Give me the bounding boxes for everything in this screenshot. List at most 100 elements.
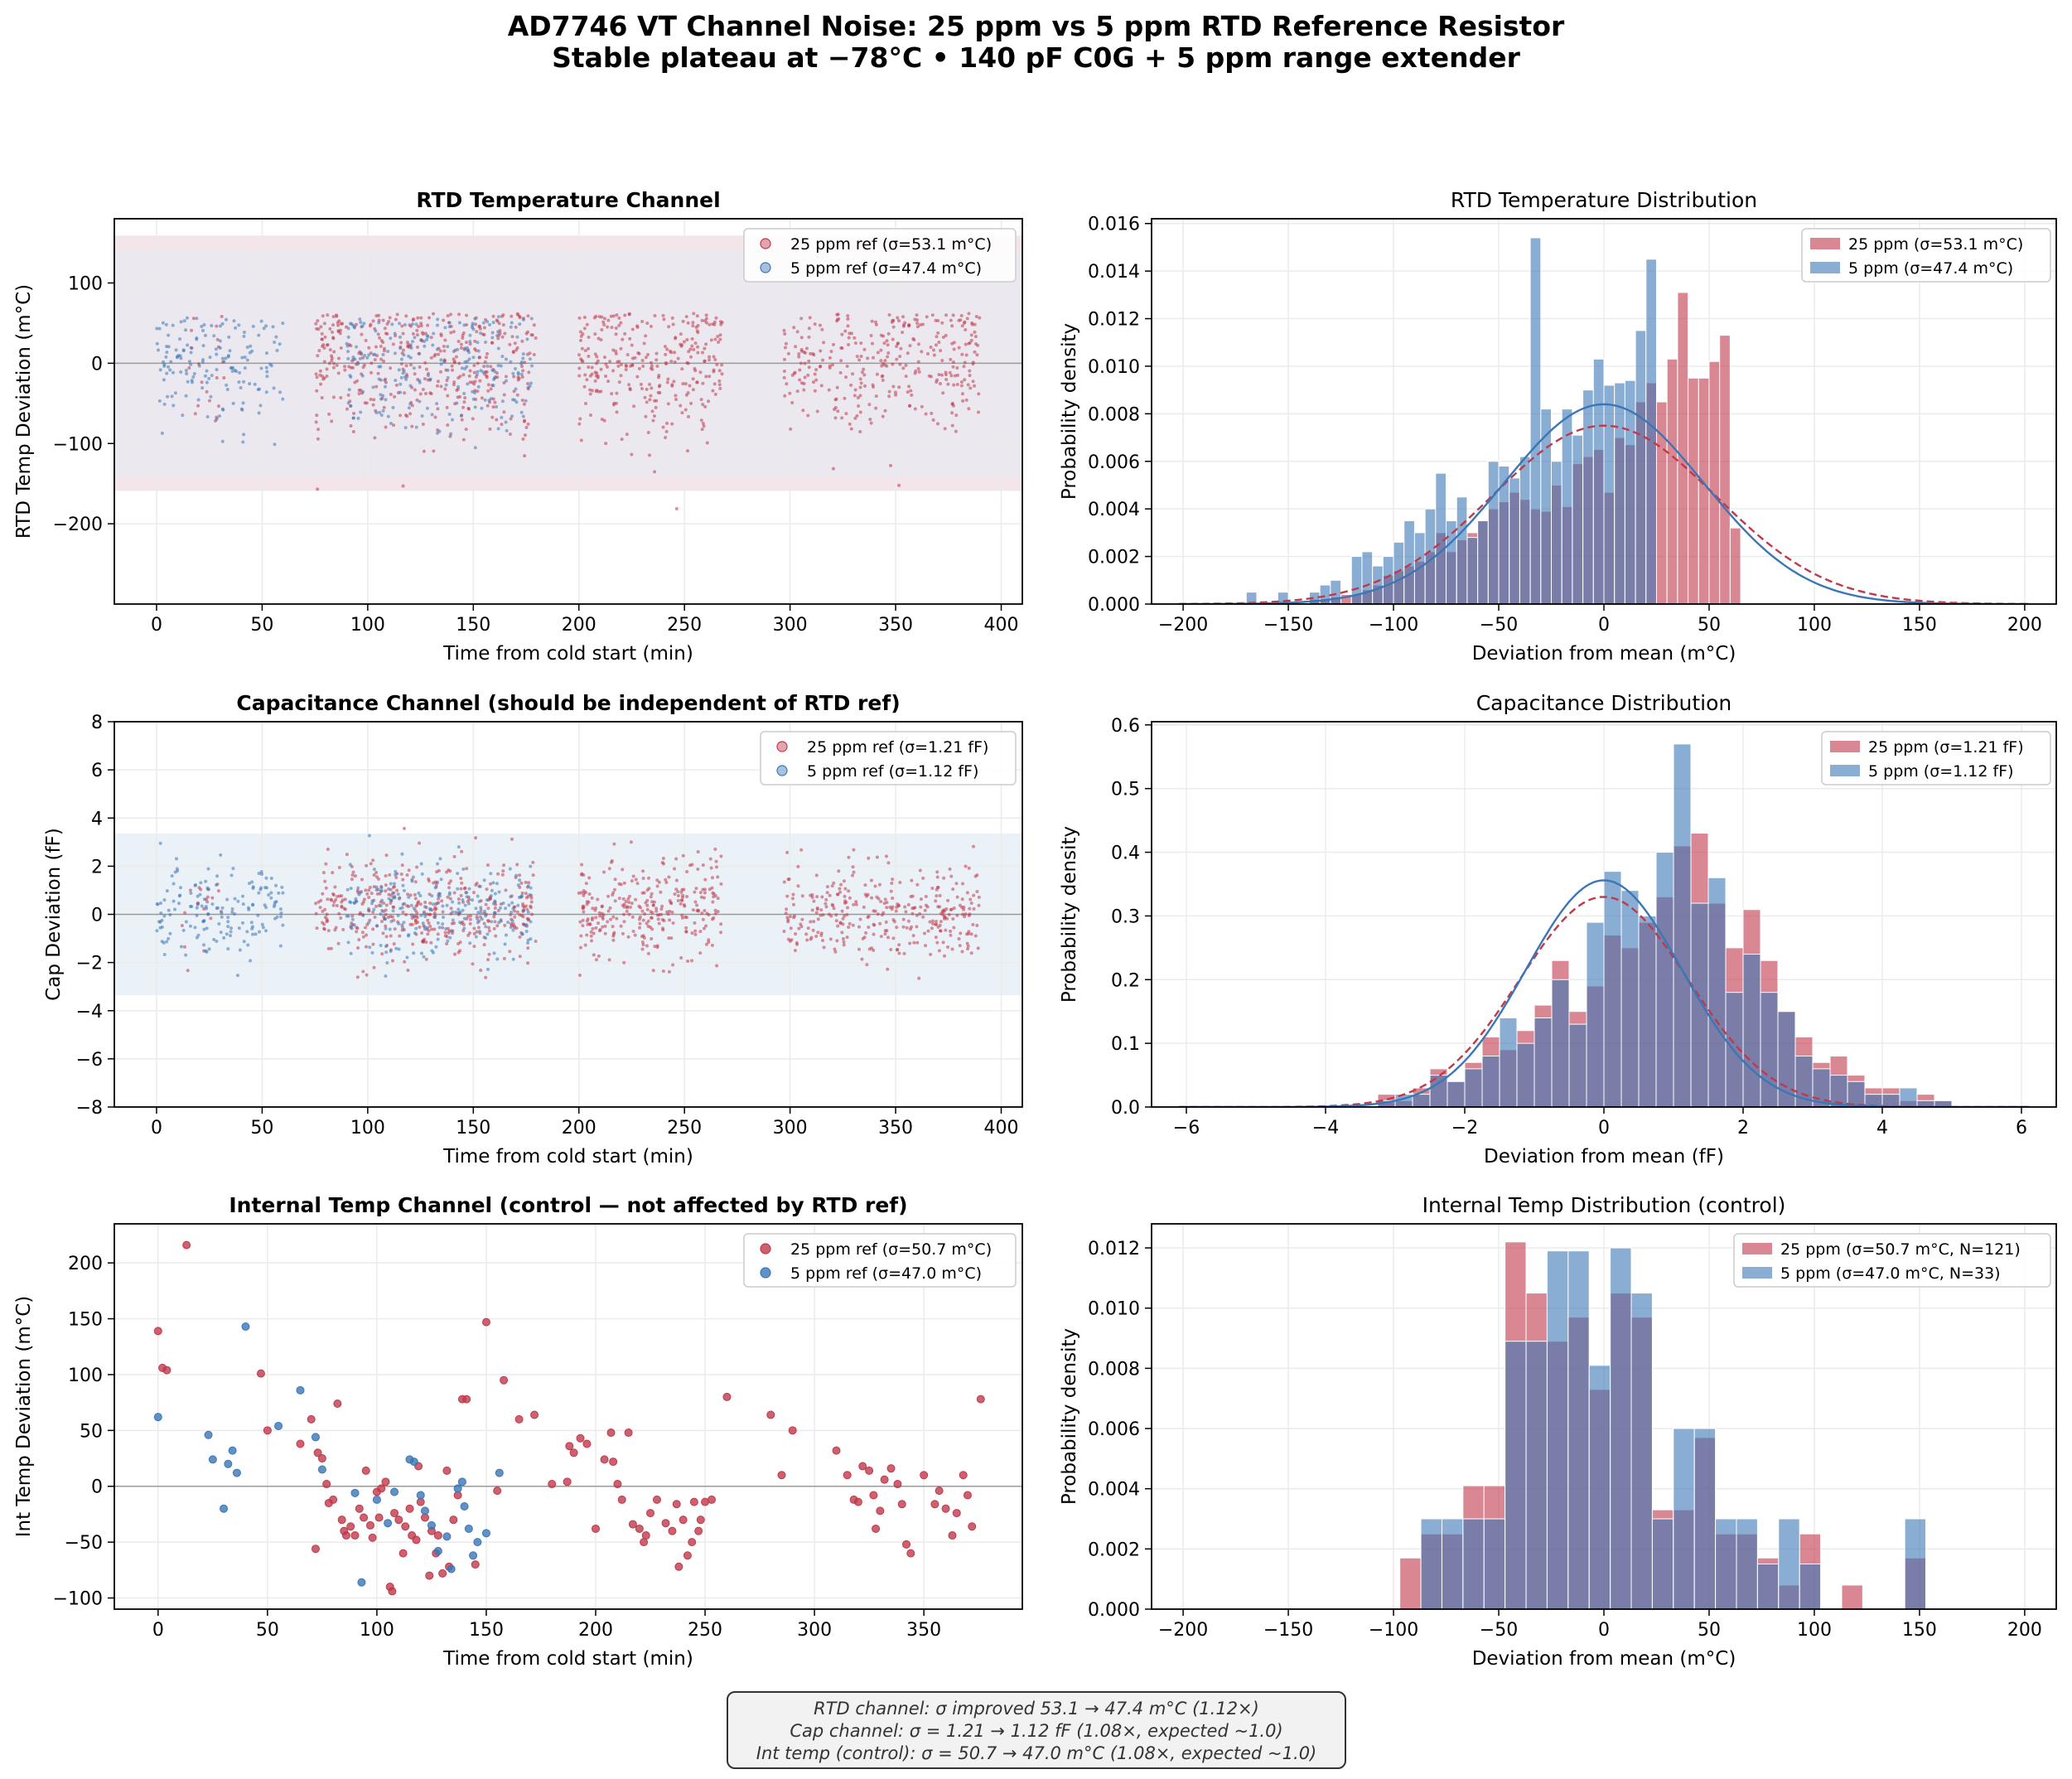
data-point	[799, 317, 804, 321]
data-point	[337, 865, 341, 869]
data-point	[700, 318, 704, 322]
data-point	[714, 316, 718, 320]
data-point	[915, 313, 919, 317]
data-point	[471, 323, 475, 327]
data-point	[491, 902, 495, 906]
series-blue	[1420, 1247, 1927, 1609]
data-point	[891, 905, 895, 909]
data-point	[514, 1414, 524, 1424]
data-point	[702, 896, 706, 900]
data-point	[415, 398, 419, 402]
legend-marker	[760, 1243, 771, 1254]
data-point	[649, 360, 653, 365]
data-point	[398, 390, 403, 394]
data-point	[569, 1448, 578, 1458]
data-point	[242, 331, 246, 335]
data-point	[644, 355, 648, 360]
data-point	[657, 880, 661, 884]
data-point	[420, 413, 424, 418]
data-point	[622, 960, 626, 964]
data-point	[973, 384, 977, 388]
data-point	[651, 418, 655, 423]
data-point	[915, 882, 920, 887]
data-point	[609, 314, 613, 318]
data-point	[205, 895, 210, 899]
data-point	[846, 314, 850, 318]
data-point	[606, 920, 610, 924]
data-point	[341, 898, 345, 902]
data-point	[352, 901, 356, 905]
hist-bar	[1519, 456, 1531, 604]
data-point	[467, 887, 471, 891]
data-point	[516, 372, 520, 376]
data-point	[590, 896, 594, 900]
data-point	[718, 386, 722, 390]
data-point	[885, 906, 889, 910]
data-point	[798, 368, 802, 372]
data-point	[382, 915, 386, 919]
data-point	[352, 923, 356, 927]
data-point	[581, 924, 585, 928]
data-point	[204, 1430, 213, 1439]
hist-bar	[1688, 377, 1699, 604]
data-point	[637, 366, 641, 370]
data-point	[528, 351, 532, 355]
data-point	[328, 348, 332, 352]
data-point	[524, 930, 529, 934]
data-point	[430, 894, 434, 898]
data-point	[350, 877, 354, 882]
data-point	[819, 349, 823, 353]
data-point	[687, 414, 691, 418]
data-point	[518, 322, 522, 326]
data-point	[891, 918, 896, 922]
data-point	[485, 863, 490, 868]
data-point	[667, 875, 671, 879]
data-point	[170, 394, 174, 399]
data-point	[925, 315, 929, 319]
data-point	[883, 408, 887, 413]
data-point	[821, 913, 825, 917]
data-point	[653, 945, 657, 949]
data-point	[174, 857, 178, 861]
data-point	[188, 888, 192, 892]
data-point	[887, 394, 891, 399]
data-point	[628, 905, 632, 909]
data-point	[325, 367, 329, 371]
y-tick-label: −50	[65, 1533, 103, 1554]
data-point	[802, 381, 806, 385]
data-point	[471, 1560, 480, 1569]
data-point	[424, 367, 428, 371]
data-point	[200, 360, 205, 365]
y-axis-label: Cap Deviation (fF)	[43, 828, 65, 1001]
data-point	[196, 398, 200, 402]
data-point	[502, 863, 506, 868]
data-point	[858, 1462, 867, 1471]
y-tick-label: −2	[76, 954, 103, 974]
data-point	[186, 379, 190, 384]
data-point	[713, 357, 717, 361]
data-point	[347, 388, 351, 392]
data-point	[812, 920, 816, 924]
data-point	[807, 335, 811, 339]
data-point	[619, 924, 623, 928]
data-point	[401, 910, 405, 914]
data-point	[844, 375, 848, 379]
data-point	[848, 921, 852, 926]
data-point	[614, 332, 618, 336]
data-point	[493, 920, 497, 924]
data-point	[381, 408, 385, 413]
data-point	[879, 359, 883, 363]
data-point	[648, 453, 652, 457]
data-point	[220, 915, 224, 919]
data-point	[967, 866, 971, 870]
data-point	[443, 326, 447, 330]
data-point	[466, 382, 470, 386]
data-point	[489, 894, 493, 898]
data-point	[307, 1414, 316, 1424]
data-point	[448, 869, 452, 873]
data-point	[474, 322, 478, 326]
data-point	[215, 882, 219, 887]
data-point	[516, 378, 520, 382]
data-point	[416, 333, 420, 337]
legend-marker	[776, 765, 788, 776]
